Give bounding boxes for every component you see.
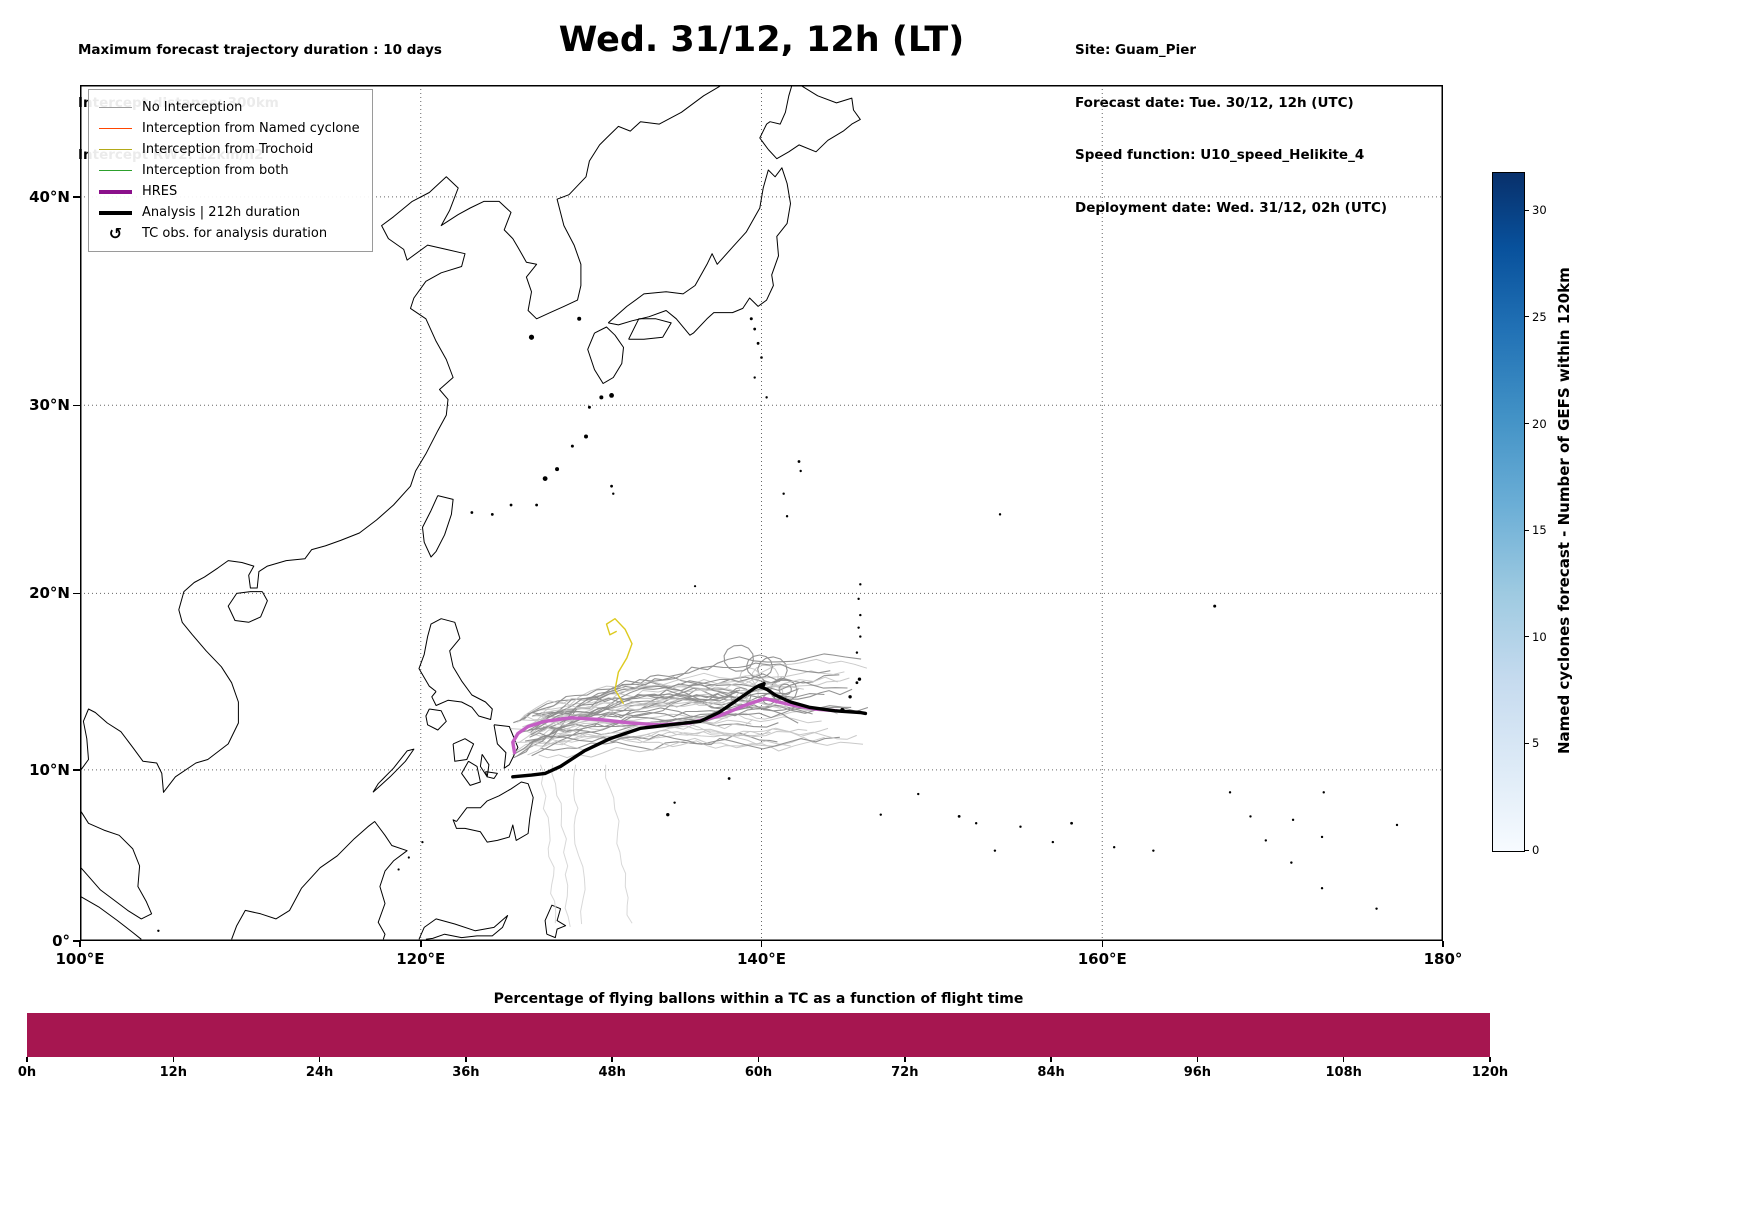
lat-tick-mark [73,769,80,771]
lon-tick-mark [79,941,81,947]
bottom-tick-mark [1196,1057,1199,1062]
lat-tick-mark [73,592,80,595]
bottom-tick-mark [611,1057,613,1062]
info-max-duration: Maximum forecast trajectory duration : 1… [78,42,442,58]
colorbar-tick-mark [1524,636,1529,638]
bottom-tick-label: 84h [1037,1065,1065,1080]
lon-tick-label: 160°E [1077,950,1127,968]
info-site: Site: Guam_Pier [1075,42,1197,58]
legend-item-1: Interception from Named cyclone [99,118,360,139]
info-deployment-date: Deployment date: Wed. 31/12, 02h (UTC) [1075,199,1388,216]
lat-tick-mark [73,940,80,942]
legend-label: HRES [142,184,178,199]
lon-tick-mark [1442,941,1444,947]
bottom-tick-mark [465,1057,467,1062]
bottom-tick-label: 120h [1471,1065,1509,1080]
colorbar-tick-label: 25 [1532,309,1547,324]
colorbar-tick-label: 5 [1532,736,1540,751]
legend-item-5: Analysis | 212h duration [99,202,360,223]
lat-tick-label: 10°N [29,760,70,779]
legend-item-0: No Interception [99,97,360,118]
legend-line-icon [99,189,132,194]
bottom-tick-mark [904,1057,906,1062]
lat-tick-label: 20°N [29,584,70,603]
legend-item-4: HRES [99,181,360,202]
colorbar-tick-label: 0 [1532,843,1540,857]
colorbar-tick-label: 30 [1532,203,1547,218]
bottom-tick-mark [1489,1057,1491,1062]
colorbar-label: Named cyclones forecast - Number of GEFS… [1555,267,1573,755]
lon-tick-label: 140°E [736,950,787,968]
info-speed-function: Speed function: U10_speed_Helikite_4 [1075,147,1365,163]
balloon-percentage-bar [27,1013,1490,1057]
legend-item-6: ↺ TC obs. for analysis duration [99,223,360,244]
colorbar-tick-mark [1524,423,1529,425]
lon-tick-label: 100°E [55,950,105,968]
bottom-tick-label: 60h [744,1065,773,1080]
lon-tick-label: 120°E [396,950,446,968]
bottom-tick-label: 72h [891,1065,919,1080]
legend-line-icon [99,127,132,130]
colorbar-tick-mark [1524,316,1529,318]
bottom-tick-label: 0h [17,1065,37,1080]
bottom-tick-mark [26,1057,28,1062]
site-info: Site: Guam_Pier Forecast date: Tue. 30/1… [1075,7,1387,252]
legend-line-icon [99,106,132,109]
lat-tick-mark [73,196,80,198]
map-legend: No Interception Interception from Named c… [88,89,373,252]
legend-label: TC obs. for analysis duration [142,226,328,241]
map-canvas [80,85,1443,941]
bottom-tick-label: 48h [598,1065,626,1080]
colorbar-tick-mark [1524,849,1529,851]
legend-item-2: Interception from Trochoid [99,139,360,160]
figure-title: Wed. 31/12, 12h (LT) [558,20,965,60]
legend-line-icon [99,169,132,172]
balloon-chart-title: Percentage of flying ballons within a TC… [493,991,1024,1007]
colorbar-tick-label: 15 [1532,523,1547,538]
colorbar-tick-label: 10 [1532,629,1547,644]
bottom-tick-label: 24h [305,1065,334,1080]
lat-tick-label: 0° [52,932,70,950]
bottom-tick-mark [1342,1057,1345,1062]
bottom-tick-mark [1050,1057,1052,1062]
legend-label: Interception from Named cyclone [142,121,360,136]
legend-label: Interception from Trochoid [142,142,314,157]
colorbar-tick-mark [1524,529,1529,531]
legend-label: Interception from both [142,163,289,178]
lat-tick-label: 40°N [29,187,70,206]
bottom-tick-mark [172,1057,175,1062]
info-forecast-date: Forecast date: Tue. 30/12, 12h (UTC) [1075,94,1354,111]
legend-line-icon [99,148,132,151]
lon-tick-mark [420,941,422,947]
bottom-tick-label: 96h [1183,1065,1212,1080]
gefs-colorbar [1492,172,1525,852]
lon-tick-mark [1101,941,1103,947]
tc-obs-icon: ↺ [108,224,123,243]
legend-item-3: Interception from both [99,160,360,181]
lon-tick-label: 180° [1423,950,1463,968]
lon-tick-mark [760,941,763,947]
colorbar-tick-mark [1524,209,1529,211]
colorbar-tick-mark [1524,742,1529,744]
legend-label: No Interception [142,100,243,115]
lat-tick-label: 30°N [29,396,70,415]
bottom-tick-label: 12h [159,1065,187,1080]
bottom-tick-label: 36h [452,1065,480,1080]
bottom-tick-label: 108h [1325,1065,1362,1080]
legend-label: Analysis | 212h duration [142,205,301,220]
bottom-tick-mark [757,1057,760,1062]
bottom-tick-mark [318,1057,321,1062]
lat-tick-mark [73,404,80,406]
colorbar-tick-label: 20 [1532,416,1547,431]
legend-line-icon [99,210,132,215]
